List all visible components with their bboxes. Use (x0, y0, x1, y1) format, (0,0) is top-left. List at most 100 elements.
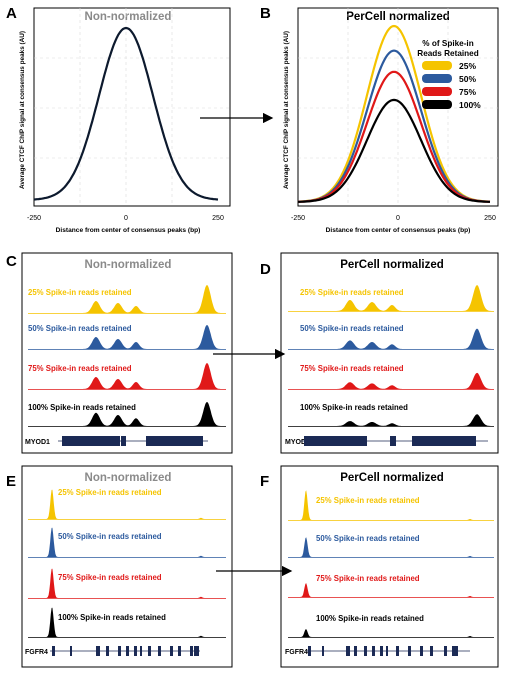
track-label-f-25: 25% Spike-in reads retained (316, 496, 420, 505)
panel-letter-b: B (260, 5, 271, 22)
track-d-50 (288, 328, 494, 350)
panel-d: D PerCell normalized 25% Spike-in reads … (260, 252, 499, 454)
curve-nonnormalized (33, 26, 219, 201)
exon (380, 646, 383, 656)
legend-50: 50% (459, 74, 476, 84)
exon (354, 646, 357, 656)
xtick-b-3: 250 (484, 215, 496, 222)
exon (452, 646, 458, 656)
track-c-75 (28, 363, 226, 390)
panel-letter-d: D (260, 261, 271, 278)
track-c-50 (28, 325, 226, 350)
exon (396, 646, 399, 656)
track-f-100 (288, 629, 494, 638)
track-label-e-25: 25% Spike-in reads retained (58, 488, 162, 497)
track-label-e-100: 100% Spike-in reads retained (58, 613, 166, 622)
legend-title-1: % of Spike-in (422, 39, 473, 48)
legend-75: 75% (459, 87, 476, 97)
exon (386, 646, 388, 656)
track-f-50 (288, 537, 494, 558)
panel-letter-f: F (260, 473, 269, 490)
ylabel-a: Average CTCF ChIP signal at consensus pe… (19, 31, 26, 189)
panel-e: E Non-normalized 25% Spike-in reads reta… (6, 465, 233, 668)
gene-model-f (306, 646, 470, 656)
track-label-e-75: 75% Spike-in reads retained (58, 573, 162, 582)
panel-a: A Non-normalized -250 0 250 Distance fro… (6, 5, 231, 234)
exon (96, 646, 100, 656)
gene-name-e: FGFR4 (25, 649, 48, 656)
exon (322, 646, 324, 656)
exon (308, 646, 311, 656)
track-label-c-50: 50% Spike-in reads retained (28, 324, 132, 333)
track-c-100 (28, 402, 226, 427)
gene-name-d: MYOD1 (285, 439, 310, 446)
panel-a-grid (34, 8, 230, 206)
track-label-c-25: 25% Spike-in reads retained (28, 288, 132, 297)
track-label-e-50: 50% Spike-in reads retained (58, 532, 162, 541)
track-c-25 (28, 285, 226, 314)
exon (372, 646, 375, 656)
exon (430, 646, 433, 656)
panel-letter-a: A (6, 5, 17, 22)
track-label-f-100: 100% Spike-in reads retained (316, 614, 424, 623)
exon (190, 646, 193, 656)
exon (140, 646, 142, 656)
panel-b: B PerCell normalized % of Spike-in Reads… (260, 5, 499, 234)
track-label-c-75: 75% Spike-in reads retained (28, 364, 132, 373)
gene-name-f: FGFR4 (285, 649, 308, 656)
panel-f-title: PerCell normalized (340, 472, 444, 484)
exon (420, 646, 423, 656)
track-label-f-75: 75% Spike-in reads retained (316, 574, 420, 583)
exon (134, 646, 137, 656)
panel-f: F PerCell normalized 25% Spike-in reads … (260, 465, 499, 668)
legend-25: 25% (459, 61, 476, 71)
gene-model-c (58, 436, 208, 446)
exon (408, 646, 411, 656)
track-label-d-50: 50% Spike-in reads retained (300, 324, 404, 333)
panel-e-title: Non-normalized (85, 472, 172, 484)
xtick-b-1: -250 (291, 215, 305, 222)
track-label-d-25: 25% Spike-in reads retained (300, 288, 404, 297)
track-label-d-75: 75% Spike-in reads retained (300, 364, 404, 373)
legend-title-2: Reads Retained (417, 49, 478, 58)
xlabel-a: Distance from center of consensus peaks … (56, 227, 201, 234)
exon (158, 646, 161, 656)
exon (148, 646, 151, 656)
legend-b: % of Spike-in Reads Retained 25% 50% 75%… (417, 39, 481, 110)
xtick-a-2: 0 (124, 215, 128, 222)
exon (444, 646, 447, 656)
curve-75pct (297, 70, 491, 203)
xtick-b-2: 0 (396, 215, 400, 222)
track-label-c-100: 100% Spike-in reads retained (28, 403, 136, 412)
xtick-a-1: -250 (27, 215, 41, 222)
exon (70, 646, 72, 656)
xtick-a-3: 250 (212, 215, 224, 222)
exon (170, 646, 173, 656)
track-d-100 (288, 414, 494, 427)
track-f-75 (288, 583, 494, 598)
track-d-75 (288, 372, 494, 390)
curve-100pct (298, 98, 490, 203)
panel-c-title: Non-normalized (85, 259, 172, 271)
exon (178, 646, 181, 656)
panel-a-title: Non-normalized (85, 11, 172, 23)
exon (346, 646, 350, 656)
exon (194, 646, 199, 656)
curve-25pct (297, 24, 491, 203)
panel-letter-e: E (6, 473, 16, 490)
exon (364, 646, 367, 656)
panel-c: C Non-normalized 25% Spike-in reads reta… (6, 252, 233, 454)
track-label-d-100: 100% Spike-in reads retained (300, 403, 408, 412)
exon (52, 646, 55, 656)
legend-100: 100% (459, 100, 481, 110)
xlabel-b: Distance from center of consensus peaks … (326, 227, 471, 234)
panel-d-title: PerCell normalized (340, 259, 444, 271)
gene-model-e (50, 646, 200, 656)
exon (126, 646, 129, 656)
exon (106, 646, 109, 656)
exon (118, 646, 121, 656)
track-d-25 (288, 285, 494, 312)
gene-name-c: MYOD1 (25, 439, 50, 446)
track-label-f-50: 50% Spike-in reads retained (316, 534, 420, 543)
